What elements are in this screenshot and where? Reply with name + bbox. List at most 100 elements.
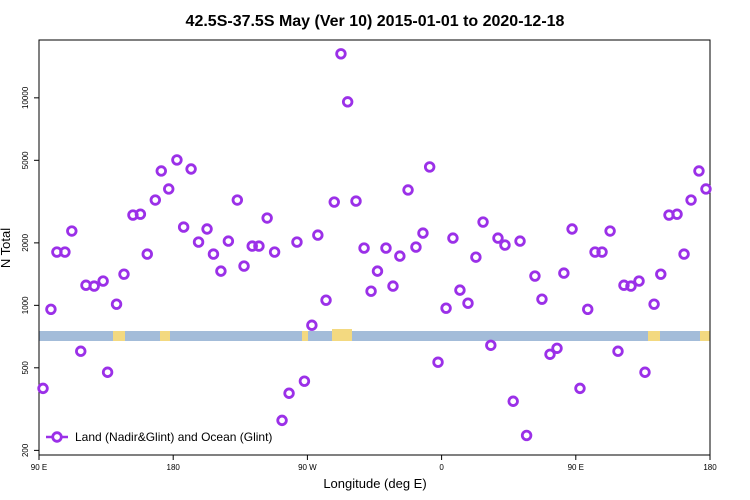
data-point	[291, 236, 303, 248]
data-point	[75, 345, 87, 357]
data-point	[618, 279, 630, 291]
legend-marker	[51, 431, 63, 443]
y-tick-label: 5000	[21, 151, 30, 169]
data-point	[394, 250, 406, 262]
land-strip	[160, 331, 170, 341]
data-point	[678, 248, 690, 260]
data-point	[328, 196, 340, 208]
data-point	[514, 235, 526, 247]
data-point	[283, 387, 295, 399]
land-strip	[700, 331, 710, 341]
data-point	[462, 297, 474, 309]
data-point	[380, 242, 392, 254]
data-point	[440, 302, 452, 314]
data-point	[417, 227, 429, 239]
data-point	[447, 232, 459, 244]
data-point	[141, 248, 153, 260]
y-tick-label: 1000	[21, 296, 30, 314]
data-point	[320, 294, 332, 306]
data-point	[639, 366, 651, 378]
x-tick-label: 180	[703, 463, 717, 472]
data-point	[520, 429, 533, 442]
data-point	[558, 267, 570, 279]
data-point	[492, 232, 504, 244]
data-point	[101, 366, 114, 378]
data-point	[685, 194, 697, 206]
surface-strip	[39, 329, 710, 341]
data-point	[298, 375, 311, 387]
data-point	[88, 280, 100, 292]
data-point	[633, 275, 645, 287]
data-point	[551, 342, 563, 354]
data-point	[97, 275, 109, 287]
data-point	[612, 345, 624, 357]
data-point	[192, 236, 205, 248]
data-point	[693, 165, 705, 177]
data-point	[185, 163, 197, 175]
data-point	[261, 212, 273, 224]
data-point	[596, 246, 608, 258]
y-tick-label: 200	[21, 443, 30, 457]
data-point	[215, 265, 227, 277]
data-point	[171, 154, 183, 166]
data-point	[155, 165, 167, 177]
x-tick-label: 90 W	[298, 463, 317, 472]
data-point	[454, 284, 466, 296]
data-point	[566, 223, 578, 235]
data-point	[149, 194, 162, 206]
data-point	[37, 382, 49, 395]
data-point	[341, 96, 354, 108]
data-point	[423, 161, 436, 173]
ocean-strip	[39, 331, 710, 341]
data-point	[335, 48, 347, 60]
data-point	[253, 240, 265, 252]
data-point	[177, 221, 190, 233]
y-tick-label: 500	[21, 361, 30, 375]
data-point	[671, 208, 683, 220]
data-point	[163, 183, 175, 195]
data-point	[507, 395, 519, 407]
data-point	[45, 303, 57, 316]
data-point	[499, 239, 511, 251]
data-point	[276, 414, 288, 427]
data-point	[477, 216, 489, 228]
x-tick-label: 90 E	[568, 463, 584, 472]
data-point	[432, 356, 444, 368]
data-point	[306, 319, 318, 331]
data-point	[625, 280, 637, 292]
data-point	[312, 229, 324, 241]
data-point	[604, 225, 616, 237]
data-point	[118, 268, 130, 280]
data-point	[66, 225, 78, 237]
data-point	[201, 223, 213, 235]
data-point	[529, 270, 541, 282]
data-point	[402, 184, 414, 196]
data-point	[371, 265, 384, 277]
data-point	[134, 208, 147, 220]
data-point	[536, 293, 548, 305]
data-point	[544, 348, 556, 360]
legend-item: Land (Nadir&Glint) and Ocean (Glint)	[46, 430, 272, 444]
data-point	[582, 303, 594, 316]
data-point	[222, 235, 235, 247]
legend-label: Land (Nadir&Glint) and Ocean (Glint)	[75, 430, 272, 444]
data-point	[246, 240, 258, 252]
plot-frame	[38, 39, 711, 456]
data-point	[207, 248, 220, 260]
data-point	[648, 298, 660, 310]
data-point	[238, 260, 250, 272]
y-tick-label: 2000	[21, 233, 30, 251]
data-point	[358, 242, 370, 254]
chart-title: 42.5S-37.5S May (Ver 10) 2015-01-01 to 2…	[186, 13, 565, 30]
data-point	[655, 268, 667, 280]
data-point	[59, 246, 71, 258]
data-point	[410, 241, 422, 253]
data-point	[365, 285, 377, 297]
data-point	[110, 298, 123, 310]
data-point	[485, 339, 497, 351]
y-axis-label: N Total	[0, 228, 13, 268]
data-point	[700, 183, 712, 195]
